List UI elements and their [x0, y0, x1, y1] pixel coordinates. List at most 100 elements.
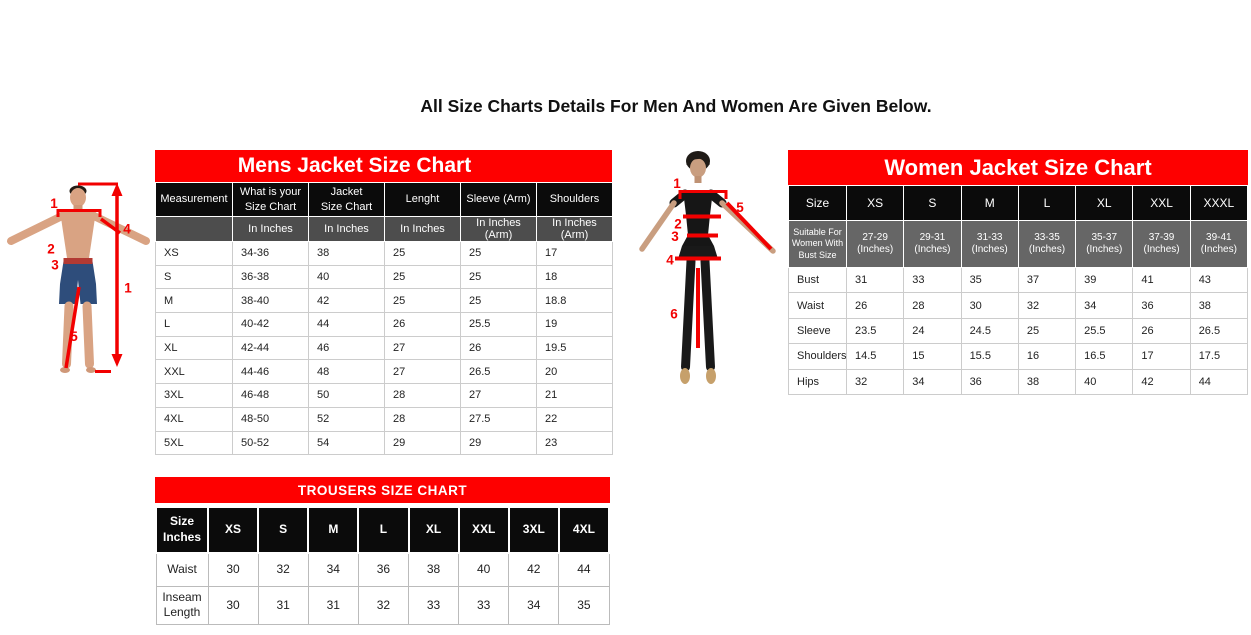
measurement-label-inseam: 6 [670, 307, 678, 322]
womens-jacket-size-table: Size XS S M L XL XXL XXXL Suitable For Women Wi… [788, 185, 1249, 395]
table-cell: 48 [308, 359, 385, 385]
table-cell: 25 [384, 288, 461, 314]
table-row: 3XL 46-48 50 28 27 21 [155, 383, 613, 408]
table-row: S 36-38 40 25 25 18 [155, 264, 613, 290]
table-row: Bust 31 33 35 37 39 41 43 [788, 266, 1249, 294]
table-cell: 39-41 (Inches) [1189, 220, 1249, 268]
table-cell: 31 [845, 266, 905, 294]
table-cell: Measurement [155, 182, 233, 217]
man-left-foot [60, 367, 70, 373]
table-cell: L [357, 506, 410, 554]
table-cell: In Inches [232, 216, 309, 242]
table-cell: Size [788, 185, 847, 221]
row-label-cell: Waist [788, 292, 847, 319]
table-cell: In Inches (Arm) [460, 216, 537, 242]
table-cell: 40-42 [232, 312, 309, 337]
table-cell: 25.5 [460, 312, 537, 337]
woman-head [690, 158, 706, 178]
table-cell: 30 [960, 292, 1019, 319]
woman-right-shoe [706, 368, 716, 384]
table-cell: 27 [460, 383, 537, 408]
table-cell: Shoulders [536, 182, 613, 217]
table-cell: 46-48 [232, 383, 309, 408]
table-header-row: Measurement What is your Size Chart Jacket… [155, 182, 613, 217]
table-cell: 22 [536, 406, 613, 432]
table-cell: 25 [384, 241, 461, 266]
row-label-cell: Bust [788, 266, 847, 294]
table-cell: 42 [1132, 368, 1191, 395]
table-cell: What is your Size Chart [232, 182, 309, 217]
table-cell: 26 [384, 312, 461, 337]
table-cell: 25.5 [1075, 317, 1134, 345]
row-label-cell: Inseam Length [155, 585, 209, 625]
table-cell: 20 [536, 359, 613, 385]
table-cell: 48-50 [232, 406, 309, 432]
table-cell: 31 [307, 585, 359, 625]
table-cell: 28 [384, 406, 461, 432]
table-cell: 41 [1132, 266, 1191, 294]
size-label-cell: XS [155, 241, 233, 266]
table-cell: 29-31 (Inches) [903, 220, 962, 268]
table-cell: 25 [460, 264, 537, 290]
row-label-cell: Waist [155, 552, 209, 587]
measurement-label-bust: 2 [674, 217, 682, 232]
woman-right-leg [700, 256, 715, 372]
table-cell: 38 [407, 552, 460, 587]
table-cell: 36 [1132, 292, 1191, 319]
table-cell: 25 [1017, 317, 1077, 345]
table-cell: 19 [536, 312, 613, 337]
row-label-cell: Sleeve [788, 317, 847, 345]
table-row: Inseam Length 30 31 31 32 33 33 34 35 [155, 585, 610, 625]
table-row: XXL 44-46 48 27 26.5 20 [155, 359, 613, 385]
trousers-chart-title-banner: TROUSERS SIZE CHART [155, 477, 610, 503]
woman-body-diagram: 1 5 2 3 4 6 [639, 151, 776, 384]
table-cell: M [307, 506, 360, 554]
table-cell: 37-39 (Inches) [1132, 220, 1191, 268]
table-cell: Jacket Size Chart [308, 182, 385, 217]
measurement-label-height: 1 [124, 281, 132, 296]
table-cell: 24.5 [960, 317, 1019, 345]
man-right-foot [86, 367, 96, 373]
bust-size-label-cell: Suitable For Women With Bust Size [788, 220, 847, 268]
table-cell: 31-33 (Inches) [960, 220, 1019, 268]
mens-figure-illustration: 1 2 3 4 1 5 [0, 180, 160, 390]
table-cell: In Inches [308, 216, 385, 242]
table-cell: S [903, 185, 962, 221]
table-cell: 23 [536, 430, 613, 456]
trousers-size-table: Size Inches XS S M L XL XXL 3XL 4XL Waist 30 32 34 3… [155, 506, 611, 625]
table-cell: 36 [357, 552, 410, 587]
table-cell: 38 [308, 241, 385, 266]
woman-hips [678, 246, 718, 259]
table-cell: XS [845, 185, 905, 221]
table-cell: 28 [903, 292, 962, 319]
table-cell: 18.8 [536, 288, 613, 314]
woman-hair-fringe [686, 153, 710, 165]
measurement-label-inseam: 5 [70, 329, 78, 344]
man-neck [73, 205, 83, 212]
table-row: Shoulders 14.5 15 15.5 16 16.5 17 17.5 [788, 343, 1249, 370]
table-cell: 21 [536, 383, 613, 408]
measurement-label-hips: 4 [666, 253, 674, 268]
table-cell: 50 [308, 383, 385, 408]
table-cell: 16.5 [1075, 343, 1134, 370]
table-cell: 27.5 [460, 406, 537, 432]
table-cell: 25 [460, 288, 537, 314]
table-header-row: Size XS S M L XL XXL XXXL [788, 185, 1249, 221]
table-cell: 14.5 [845, 343, 905, 370]
table-cell: 36 [960, 368, 1019, 395]
measurement-label-waist: 3 [671, 229, 679, 244]
table-cell: 34 [1075, 292, 1134, 319]
size-label-cell: S [155, 264, 233, 290]
table-cell: 33 [407, 585, 460, 625]
table-row: XL 42-44 46 27 26 19.5 [155, 335, 613, 361]
table-cell: XXL [457, 506, 510, 554]
man-torso [60, 211, 96, 258]
table-cell: Lenght [384, 182, 461, 217]
mens-jacket-size-table: Measurement What is your Size Chart Jacket… [155, 182, 613, 456]
table-row: Sleeve 23.5 24 24.5 25 25.5 26 26.5 [788, 317, 1249, 345]
shoulder-bracket-line [56, 209, 102, 217]
measurement-label-shoulder: 1 [50, 196, 58, 211]
shoulder-bracket-line [678, 190, 728, 199]
table-cell: In Inches [384, 216, 461, 242]
size-label-cell: M [155, 288, 233, 314]
